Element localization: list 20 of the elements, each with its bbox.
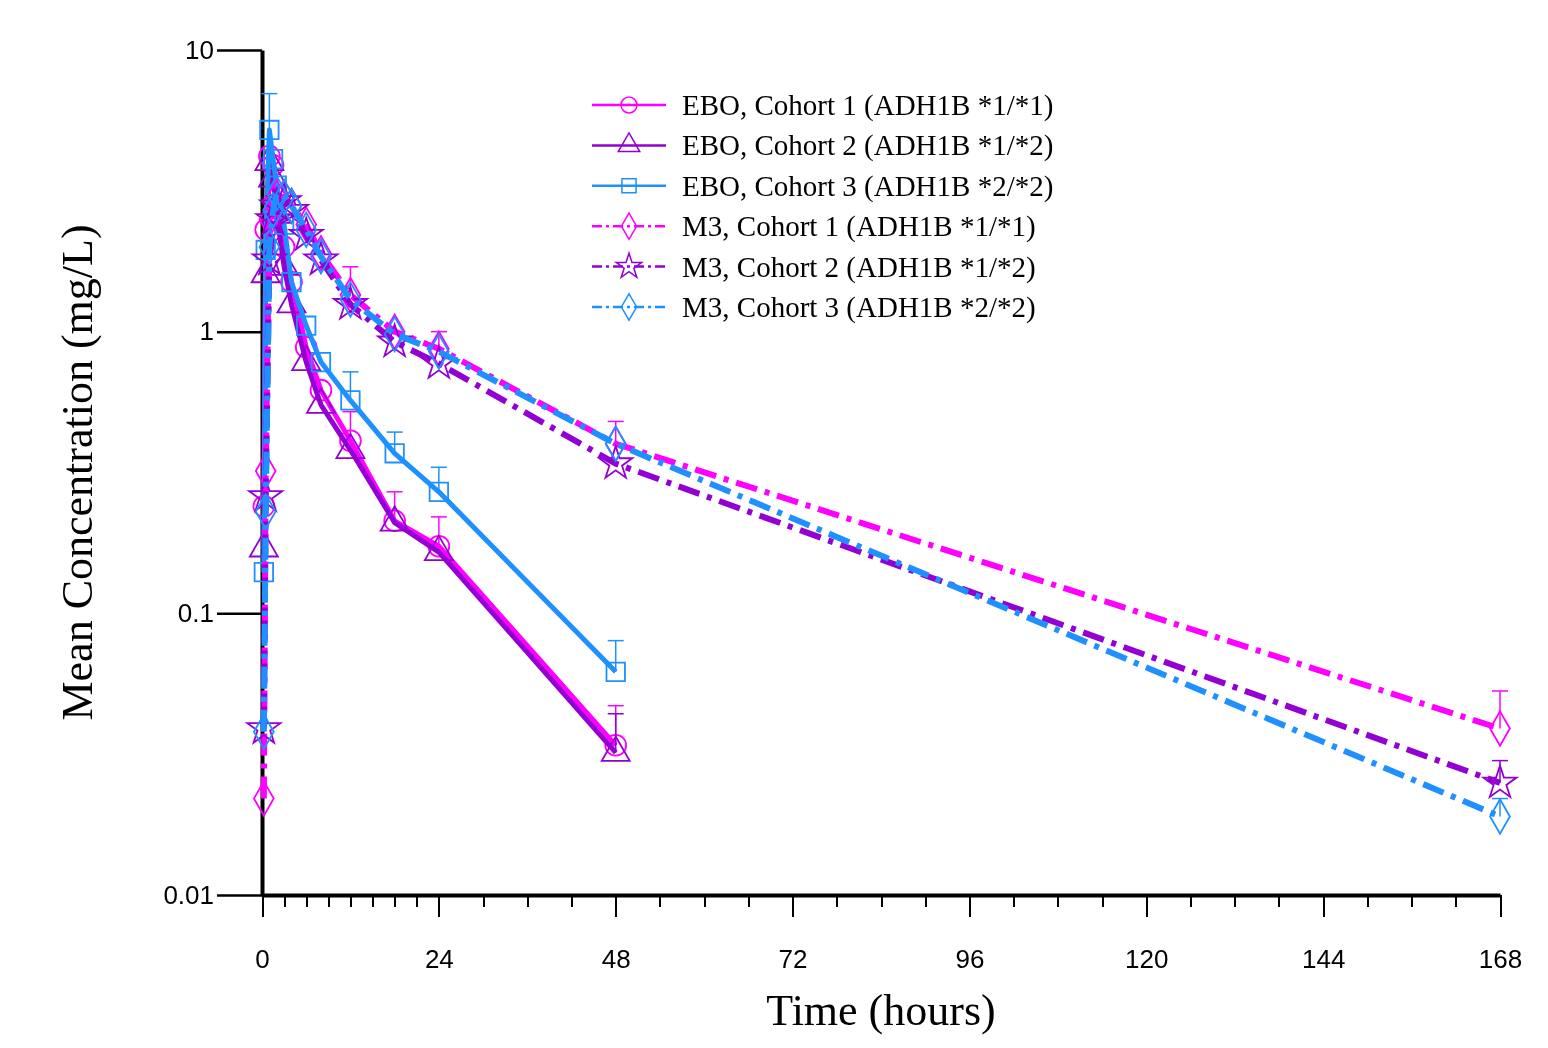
y-axis-title: Mean Concentration (mg/L) [53, 224, 102, 721]
x-tick-label: 72 [778, 944, 808, 975]
legend-label: M3, Cohort 1 (ADH1B *1/*1) [682, 210, 1036, 244]
y-tick-label: 0.01 [163, 879, 214, 910]
x-axis-title: Time (hours) [766, 986, 996, 1035]
x-tick-label: 0 [255, 944, 270, 975]
x-tick-label: 168 [1478, 944, 1523, 975]
legend-label: M3, Cohort 3 (ADH1B *2/*2) [682, 291, 1036, 324]
x-tick-label: 48 [601, 944, 631, 975]
legend-label: M3, Cohort 2 (ADH1B *1/*2) [682, 250, 1036, 284]
x-tick-label: 24 [424, 944, 454, 975]
x-tick-label: 96 [955, 944, 985, 975]
y-tick-label: 1 [199, 316, 214, 347]
x-tick-label: 120 [1125, 944, 1169, 975]
legend-label: EBO, Cohort 1 (ADH1B *1/*1) [682, 89, 1054, 122]
x-tick-label: 144 [1301, 944, 1346, 975]
y-tick-label: 0.1 [177, 598, 214, 629]
legend-label: EBO, Cohort 2 (ADH1B *1/*2) [682, 129, 1054, 163]
y-tick-label: 10 [185, 34, 214, 65]
legend-label: EBO, Cohort 3 (ADH1B *2/*2) [682, 169, 1054, 203]
